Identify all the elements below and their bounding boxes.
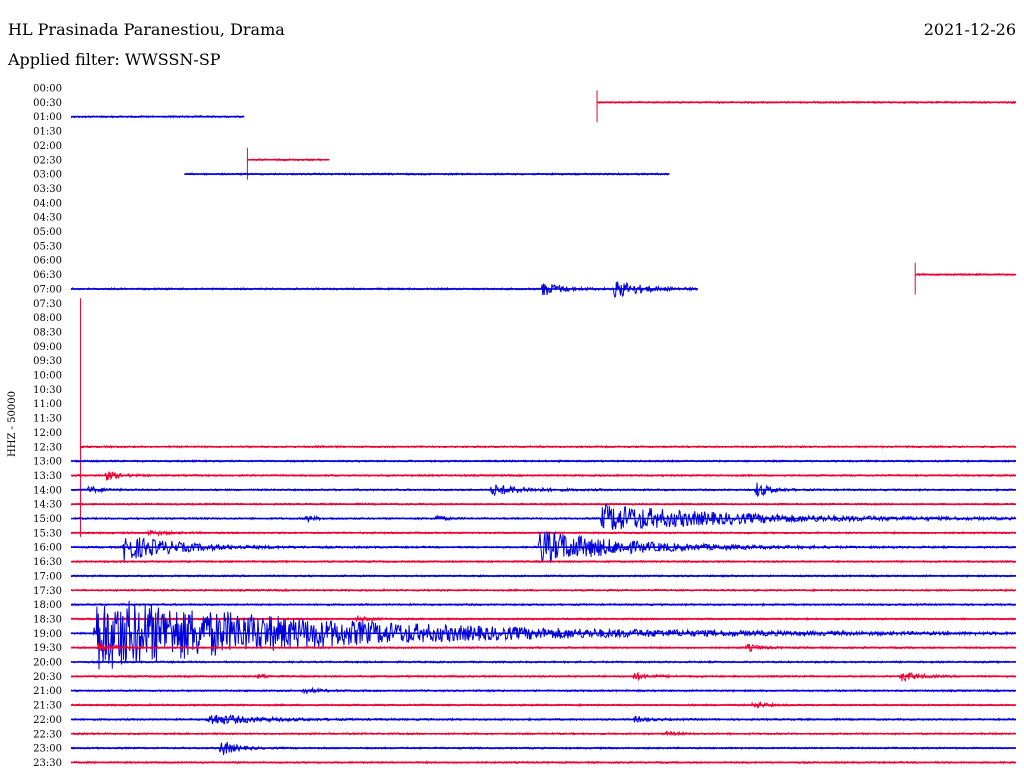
row-time-label: 11:30 [33, 414, 62, 425]
row-time-label: 08:00 [33, 313, 62, 324]
row-time-label: 18:00 [33, 600, 62, 611]
station-title: HL Prasinada Paranestiou, Drama [8, 20, 285, 39]
row-time-label: 04:30 [33, 213, 62, 224]
row-time-label: 19:30 [33, 643, 62, 654]
row-time-label: 07:30 [33, 299, 62, 310]
row-time-label: 10:00 [33, 371, 62, 382]
row-time-label: 14:00 [33, 485, 62, 496]
row-time-label: 11:00 [33, 399, 62, 410]
row-time-label: 02:30 [33, 155, 62, 166]
row-time-label: 15:00 [33, 514, 62, 525]
row-time-label: 01:30 [33, 127, 62, 138]
row-time-label: 15:30 [33, 528, 62, 539]
trace-segment [71, 503, 1016, 530]
row-time-label: 05:00 [33, 227, 62, 238]
row-time-label: 20:00 [33, 658, 62, 669]
row-time-label: 06:30 [33, 270, 62, 281]
traces [70, 90, 1017, 765]
row-time-label: 04:00 [33, 198, 62, 209]
row-time-label: 17:00 [33, 571, 62, 582]
row-time-label: 00:00 [33, 84, 62, 95]
row-time-label: 10:30 [33, 385, 62, 396]
row-time-label: 06:00 [33, 256, 62, 267]
row-time-label: 22:30 [33, 729, 62, 740]
row-time-label: 01:00 [33, 112, 62, 123]
row-time-label: 12:30 [33, 442, 62, 453]
row-time-label: 18:30 [33, 614, 62, 625]
row-time-label: 17:30 [33, 586, 62, 597]
y-axis-label: HHZ - 50000 [7, 391, 18, 457]
row-time-label: 23:00 [33, 744, 62, 755]
row-time-label: 03:00 [33, 170, 62, 181]
row-time-label: 23:30 [33, 758, 62, 769]
row-time-label: 05:30 [33, 241, 62, 252]
row-time-label: 13:30 [33, 471, 62, 482]
row-time-label: 12:00 [33, 428, 62, 439]
row-time-label: 16:00 [33, 543, 62, 554]
row-time-label: 07:00 [33, 284, 62, 295]
row-time-label: 21:30 [33, 701, 62, 712]
row-time-label: 08:30 [33, 327, 62, 338]
row-time-label: 09:00 [33, 342, 62, 353]
row-time-label: 02:00 [33, 141, 62, 152]
row-time-label: 03:30 [33, 184, 62, 195]
row-time-label: 13:00 [33, 457, 62, 468]
row-time-label: 16:30 [33, 557, 62, 568]
time-ticks: 00:00 00:30 01:00 01:30 02:00 02:30 03:00 03:30… [33, 84, 62, 769]
row-time-label: 14:30 [33, 500, 62, 511]
row-time-label: 09:30 [33, 356, 62, 367]
filter-label: Applied filter: WWSSN-SP [8, 50, 221, 69]
trace-segment [70, 600, 1016, 670]
date-label: 2021-12-26 [923, 20, 1016, 39]
row-time-label: 19:00 [33, 629, 62, 640]
row-time-label: 21:00 [33, 686, 62, 697]
row-time-label: 20:30 [33, 672, 62, 683]
row-time-label: 00:30 [33, 98, 62, 109]
row-time-label: 22:00 [33, 715, 62, 726]
